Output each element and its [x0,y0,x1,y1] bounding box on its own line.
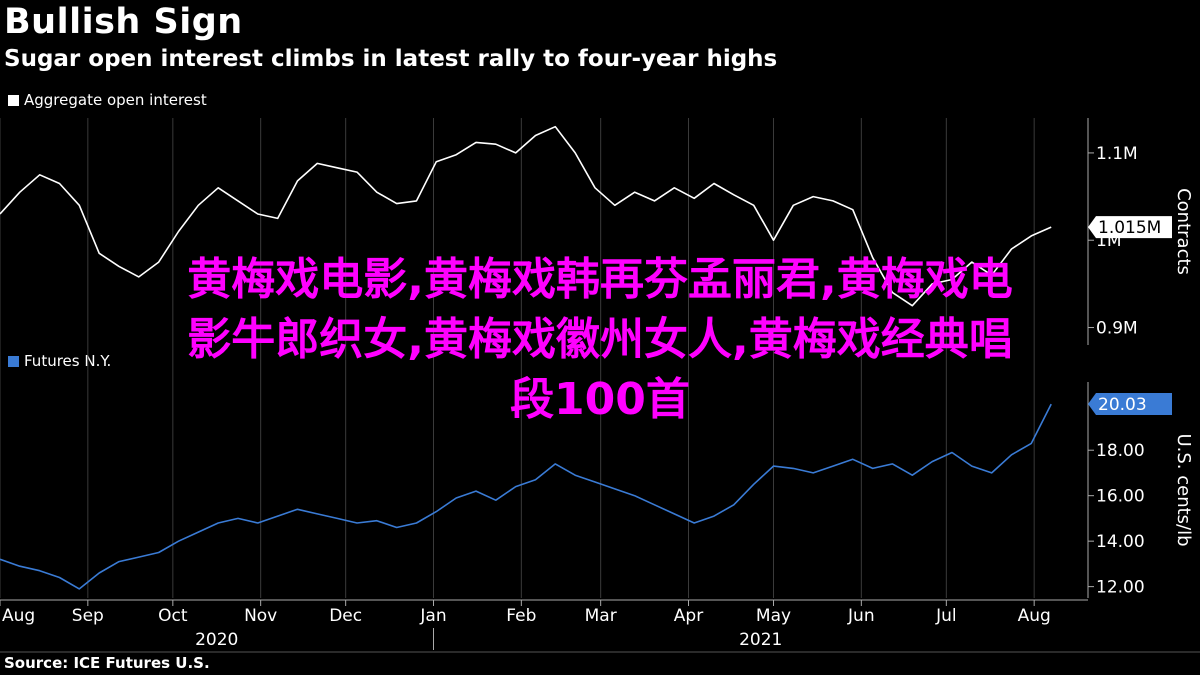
y-axis-title-1: U.S. cents/lb [1173,433,1194,546]
x-tick-label-nov: Nov [244,606,277,626]
x-tick-label-jul: Jul [935,606,957,626]
legend-futures: Futures N.Y. [8,352,111,370]
overlay-watermark-text: 黄梅戏电影,黄梅戏韩再芬孟丽君,黄梅戏电 影牛郎织女,黄梅戏徽州女人,黄梅戏经典… [0,250,1200,430]
last-value-label-1: 20.03 [1098,395,1147,415]
legend-label-open-interest: Aggregate open interest [24,91,207,109]
legend-swatch-futures [8,355,19,367]
y-tick-label: 16.00 [1096,487,1145,507]
legend-swatch-open-interest [8,94,19,106]
axis-labels: Aug Sep Oct Nov Dec Jan Feb Mar Apr May Jun Jul Aug 2… [2,144,1194,650]
last-value-label-0: 1.015M [1098,218,1161,238]
legend-open-interest: Aggregate open interest [8,91,207,109]
x-tick-label-aug: Aug [1018,606,1051,626]
source-note: Source: ICE Futures U.S. [4,654,210,672]
overlay-line-2: 影牛郎织女,黄梅戏徽州女人,黄梅戏经典唱 [187,314,1013,365]
last-value-box-1 [1088,393,1172,416]
overlay-line-1: 黄梅戏电影,黄梅戏韩再芬孟丽君,黄梅戏电 [187,254,1013,305]
x-tick-label-aug: Aug [2,606,35,626]
x-tick-label-dec: Dec [329,606,362,626]
y-tick-label: 1.1M [1096,144,1138,164]
chart-subtitle: Sugar open interest climbs in latest ral… [4,46,778,72]
y-tick-label: 14.00 [1096,532,1145,552]
x-tick-label-feb: Feb [506,606,536,626]
overlay-line-3: 段100首 [510,374,690,425]
y-tick-label: 0.9M [1096,319,1138,339]
grid-lines [0,118,1035,598]
x-tick-label-apr: Apr [674,606,703,626]
x-tick-label-mar: Mar [585,606,617,626]
x-tick-label-may: May [756,606,791,626]
y-axis-title-0: Contracts [1173,188,1194,275]
x-tick-label-jun: Jun [847,606,875,626]
axes [0,118,1200,653]
series-layer [0,125,1052,590]
x-year-label-2021: 2021 [739,630,782,650]
legend-label-futures: Futures N.Y. [24,352,112,370]
x-tick-label-sep: Sep [72,606,104,626]
x-tick-label-oct: Oct [158,606,188,626]
y-tick-label: 18.00 [1096,441,1145,461]
chart-title: Bullish Sign [4,2,243,42]
open-interest-line [0,125,1052,307]
y-tick-label: 12.00 [1096,578,1145,598]
last-value-box-0 [1088,216,1172,239]
x-tick-label-jan: Jan [419,606,446,626]
futures-line [0,403,1052,590]
x-year-label-2020: 2020 [195,630,238,650]
